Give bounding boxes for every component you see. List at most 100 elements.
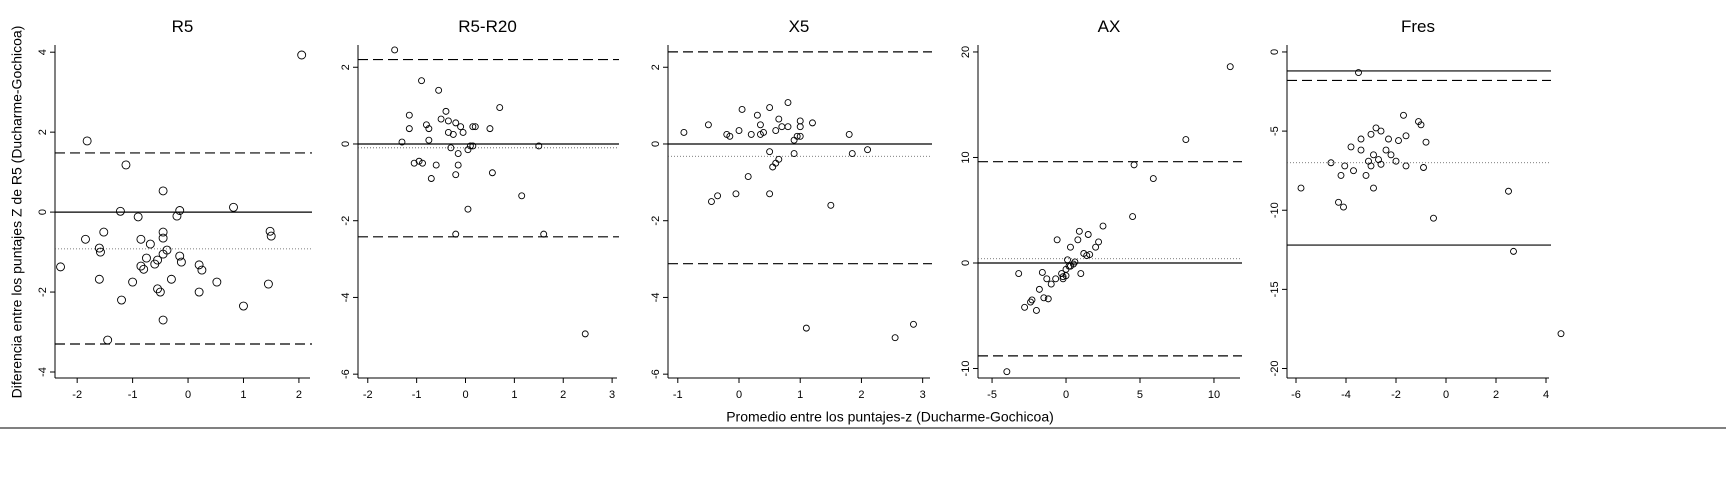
y-tick-label: -10 — [1269, 202, 1281, 218]
panel-title: Fres — [1401, 17, 1435, 36]
data-point — [158, 315, 168, 325]
data-point — [1021, 303, 1029, 311]
data-point — [802, 324, 810, 332]
y-tick-label: -6 — [650, 369, 662, 379]
data-point — [142, 253, 151, 263]
y-tick-label: 0 — [340, 141, 352, 147]
data-point — [452, 230, 460, 238]
data-point — [175, 206, 185, 215]
data-point — [391, 46, 399, 54]
data-point — [827, 201, 835, 209]
data-point — [425, 125, 433, 133]
data-point — [94, 243, 104, 253]
data-point — [1086, 251, 1094, 258]
data-point — [136, 261, 146, 271]
data-point — [1402, 132, 1410, 140]
data-point — [1327, 159, 1335, 167]
data-point — [444, 129, 452, 136]
data-point — [1071, 258, 1079, 266]
data-point — [1069, 260, 1077, 268]
data-point — [1047, 280, 1055, 288]
data-point — [747, 130, 755, 138]
y-tick-label: -4 — [340, 293, 352, 303]
data-point — [139, 264, 149, 274]
data-point — [1099, 222, 1107, 230]
data-point — [1027, 298, 1034, 306]
x-tick-label: 2 — [1493, 389, 1499, 401]
data-point — [1129, 213, 1137, 221]
data-point — [297, 50, 307, 60]
data-point — [432, 161, 440, 169]
y-axis-label: Diferencia entre los puntajes Z de R5 (D… — [9, 26, 25, 399]
data-point — [1053, 236, 1061, 244]
data-point — [1430, 214, 1437, 222]
data-point — [540, 230, 548, 238]
data-point — [1015, 270, 1023, 277]
data-point — [1395, 137, 1402, 145]
data-point — [437, 115, 445, 123]
data-point — [1505, 187, 1512, 195]
data-point — [81, 234, 90, 244]
data-point — [96, 247, 105, 257]
data-point — [239, 301, 248, 311]
data-point — [488, 169, 496, 177]
y-tick-label: -20 — [1269, 361, 1281, 377]
data-point — [447, 144, 455, 152]
data-point — [158, 233, 168, 243]
data-point — [1059, 273, 1067, 281]
data-point — [442, 107, 450, 115]
data-point — [1149, 175, 1157, 183]
data-point — [398, 138, 406, 146]
data-point — [175, 251, 185, 261]
data-point — [1370, 151, 1377, 159]
y-tick-label: 0 — [37, 209, 49, 215]
x-tick-label: -4 — [1341, 389, 1351, 401]
data-point — [1377, 127, 1385, 135]
data-point — [1347, 143, 1355, 151]
data-point — [1084, 231, 1092, 238]
x-tick-label: 0 — [1443, 389, 1449, 401]
x-tick-label: 1 — [240, 389, 246, 401]
data-point — [1052, 275, 1060, 283]
data-point — [910, 320, 917, 328]
data-point — [790, 136, 798, 144]
data-point — [766, 104, 774, 111]
data-point — [1382, 146, 1390, 154]
data-point — [1226, 63, 1234, 71]
data-point — [229, 202, 238, 212]
y-tick-label: -2 — [37, 287, 49, 297]
data-point — [1130, 161, 1138, 169]
y-tick-label: -15 — [1269, 281, 1281, 297]
data-point — [410, 159, 418, 167]
y-tick-label: 0 — [1269, 49, 1281, 55]
data-point — [162, 245, 172, 255]
data-point — [155, 287, 165, 297]
data-point — [471, 123, 479, 131]
data-point — [158, 227, 168, 237]
data-point — [1083, 252, 1091, 260]
data-point — [197, 265, 207, 275]
panel-title: AX — [1098, 17, 1121, 36]
x-tick-label: -2 — [1391, 389, 1401, 401]
data-point — [796, 123, 804, 131]
data-point — [1044, 295, 1052, 303]
y-tick-label: -6 — [340, 369, 352, 379]
x-tick-label: 10 — [1208, 389, 1220, 401]
data-point — [56, 262, 65, 272]
data-point — [1385, 135, 1392, 143]
data-point — [1077, 270, 1085, 277]
data-point — [452, 119, 460, 127]
data-point — [405, 111, 413, 119]
data-point — [265, 226, 275, 236]
data-point — [864, 146, 872, 154]
data-point — [766, 190, 774, 198]
data-point — [82, 136, 92, 146]
y-tick-label: 2 — [37, 129, 49, 135]
x-tick-label: -5 — [987, 389, 997, 401]
data-point — [263, 279, 273, 289]
data-point — [772, 159, 780, 167]
data-point — [1297, 184, 1305, 192]
data-point — [415, 157, 423, 165]
data-point — [419, 159, 426, 167]
data-point — [166, 274, 176, 284]
